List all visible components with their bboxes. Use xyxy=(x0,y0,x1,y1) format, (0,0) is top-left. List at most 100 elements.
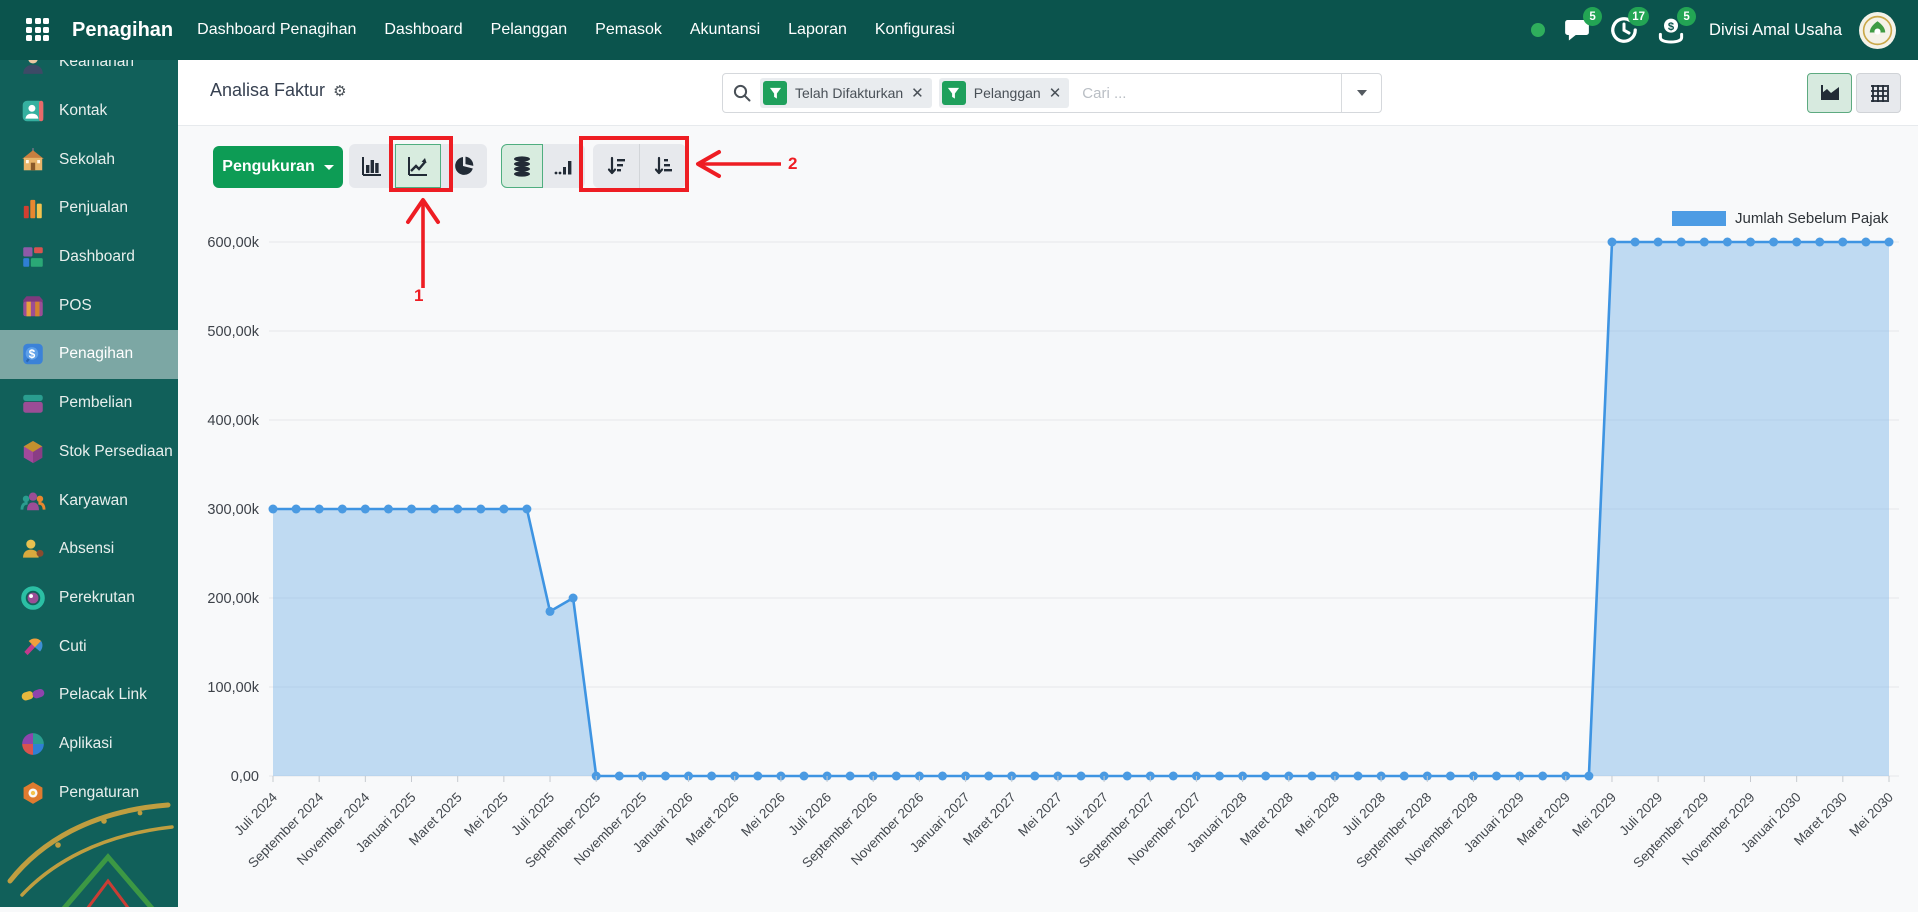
chevron-down-icon xyxy=(324,165,334,170)
data-point[interactable] xyxy=(846,772,855,781)
nav-menu-laporan[interactable]: Laporan xyxy=(774,0,861,60)
nav-menu-dashboard-penagihan[interactable]: Dashboard Penagihan xyxy=(183,0,370,60)
data-point[interactable] xyxy=(476,505,485,514)
data-point[interactable] xyxy=(1769,238,1778,247)
data-point[interactable] xyxy=(546,607,555,616)
graph-view-button[interactable] xyxy=(1807,73,1852,113)
stacked-toggle-button[interactable] xyxy=(501,144,543,188)
sidebar-item-dashboard[interactable]: Dashboard xyxy=(0,233,178,282)
data-point[interactable] xyxy=(1169,772,1178,781)
sidebar-item-aplikasi[interactable]: Aplikasi xyxy=(0,720,178,769)
nav-menu-dashboard[interactable]: Dashboard xyxy=(370,0,476,60)
measures-button[interactable]: Pengukuran xyxy=(213,146,343,188)
data-point[interactable] xyxy=(1723,238,1732,247)
sidebar-item-pos[interactable]: POS xyxy=(0,281,178,330)
data-point[interactable] xyxy=(384,505,393,514)
user-avatar[interactable] xyxy=(1859,12,1896,49)
sidebar-item-cuti[interactable]: Cuti xyxy=(0,622,178,671)
nav-menu-pemasok[interactable]: Pemasok xyxy=(581,0,676,60)
bar-chart-button[interactable] xyxy=(349,144,395,188)
line-chart-button[interactable] xyxy=(395,144,441,188)
sort-descending-button[interactable] xyxy=(593,144,639,188)
money-collect-icon[interactable]: $ 5 xyxy=(1656,15,1686,45)
sidebar-item-penagihan[interactable]: $Penagihan xyxy=(0,330,178,379)
apps-grid-icon[interactable] xyxy=(26,18,50,42)
app-brand[interactable]: Penagihan xyxy=(72,19,173,42)
data-point[interactable] xyxy=(1261,772,1270,781)
gear-icon[interactable]: ⚙ xyxy=(333,82,346,100)
data-point[interactable] xyxy=(338,505,347,514)
data-point[interactable] xyxy=(892,772,901,781)
sort-ascending-button[interactable] xyxy=(640,144,686,188)
data-point[interactable] xyxy=(1077,772,1086,781)
data-point[interactable] xyxy=(569,594,578,603)
data-point[interactable] xyxy=(1654,238,1663,247)
data-point[interactable] xyxy=(1354,772,1363,781)
data-point[interactable] xyxy=(938,772,947,781)
filter-facet-pelanggan[interactable]: Pelanggan✕ xyxy=(939,78,1070,108)
data-point[interactable] xyxy=(361,505,370,514)
data-point[interactable] xyxy=(430,505,439,514)
search-dropdown-toggle[interactable] xyxy=(1341,74,1381,112)
nav-menu-pelanggan[interactable]: Pelanggan xyxy=(477,0,582,60)
data-point[interactable] xyxy=(499,505,508,514)
remove-filter-icon[interactable]: ✕ xyxy=(1049,86,1062,101)
data-point[interactable] xyxy=(269,505,278,514)
nav-menu-konfigurasi[interactable]: Konfigurasi xyxy=(861,0,969,60)
data-point[interactable] xyxy=(615,772,624,781)
data-point[interactable] xyxy=(1815,238,1824,247)
data-point[interactable] xyxy=(315,505,324,514)
data-point[interactable] xyxy=(1792,238,1801,247)
data-point[interactable] xyxy=(522,505,531,514)
sidebar-item-sekolah[interactable]: Sekolah xyxy=(0,135,178,184)
data-point[interactable] xyxy=(1123,772,1132,781)
activities-clock-icon[interactable]: 17 xyxy=(1609,15,1639,45)
data-point[interactable] xyxy=(1677,238,1686,247)
data-point[interactable] xyxy=(1608,238,1617,247)
pivot-view-button[interactable] xyxy=(1856,73,1901,113)
remove-filter-icon[interactable]: ✕ xyxy=(911,86,924,101)
sidebar-item-keamanan[interactable]: Keamanan xyxy=(0,60,178,87)
data-point[interactable] xyxy=(753,772,762,781)
sidebar-item-pembelian[interactable]: Pembelian xyxy=(0,379,178,428)
data-point[interactable] xyxy=(707,772,716,781)
data-point[interactable] xyxy=(1700,238,1709,247)
data-point[interactable] xyxy=(292,505,301,514)
pie-chart-button[interactable] xyxy=(441,144,487,188)
company-name[interactable]: Divisi Amal Usaha xyxy=(1709,21,1842,40)
school-icon xyxy=(20,147,46,173)
data-point[interactable] xyxy=(1746,238,1755,247)
sidebar-item-stok-persediaan[interactable]: Stok Persediaan xyxy=(0,428,178,477)
data-point[interactable] xyxy=(1584,772,1593,781)
nav-menu-akuntansi[interactable]: Akuntansi xyxy=(676,0,774,60)
data-point[interactable] xyxy=(1631,238,1640,247)
sidebar-item-perekrutan[interactable]: Perekrutan xyxy=(0,574,178,623)
sidebar-item-kontak[interactable]: Kontak xyxy=(0,87,178,136)
data-point[interactable] xyxy=(984,772,993,781)
data-point[interactable] xyxy=(1885,238,1894,247)
data-point[interactable] xyxy=(1861,238,1870,247)
data-point[interactable] xyxy=(1538,772,1547,781)
data-point[interactable] xyxy=(1446,772,1455,781)
sidebar-item-karyawan[interactable]: Karyawan xyxy=(0,476,178,525)
search-input[interactable]: Cari ... xyxy=(1082,85,1341,102)
data-point[interactable] xyxy=(1838,238,1847,247)
search-bar[interactable]: Telah Difakturkan✕Pelanggan✕ Cari ... xyxy=(722,73,1382,113)
data-point[interactable] xyxy=(1215,772,1224,781)
sidebar-item-penjualan[interactable]: Penjualan xyxy=(0,184,178,233)
sidebar-item-absensi[interactable]: Absensi xyxy=(0,525,178,574)
contacts-icon xyxy=(20,98,46,124)
data-point[interactable] xyxy=(453,505,462,514)
chart-canvas[interactable]: 600,00k500,00k400,00k300,00k200,00k100,0… xyxy=(178,190,1918,907)
cumulative-toggle-button[interactable] xyxy=(543,144,585,188)
data-point[interactable] xyxy=(407,505,416,514)
sidebar-item-pelacak-link[interactable]: Pelacak Link xyxy=(0,671,178,720)
data-point[interactable] xyxy=(1030,772,1039,781)
data-point[interactable] xyxy=(1492,772,1501,781)
messages-icon[interactable]: 5 xyxy=(1562,15,1592,45)
data-point[interactable] xyxy=(800,772,809,781)
filter-facet-telah-difakturkan[interactable]: Telah Difakturkan✕ xyxy=(760,78,932,108)
data-point[interactable] xyxy=(1400,772,1409,781)
data-point[interactable] xyxy=(1307,772,1316,781)
data-point[interactable] xyxy=(661,772,670,781)
